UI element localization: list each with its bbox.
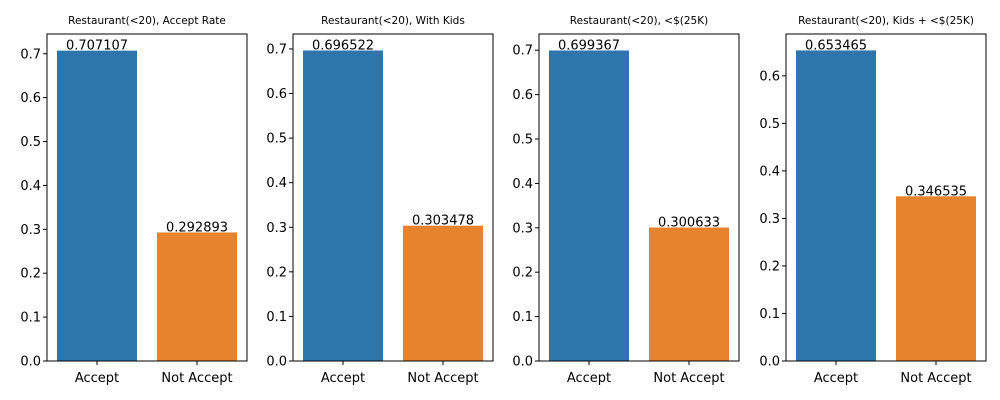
chart-title: Restaurant(<20), Kids + <$(25K)	[798, 15, 974, 27]
x-tick-label: Not Accept	[653, 371, 724, 386]
bar-accept	[303, 50, 383, 362]
bar-accept	[796, 50, 876, 362]
y-tick-label: 0.1	[759, 307, 780, 322]
data-label: 0.707107	[66, 39, 128, 54]
y-tick-label: 0.1	[512, 310, 533, 325]
bar-accept	[549, 50, 629, 361]
x-tick-label: Accept	[321, 371, 365, 386]
y-tick-label: 0.0	[266, 355, 287, 370]
y-tick-label: 0.3	[20, 223, 41, 238]
axes-frame	[538, 33, 740, 362]
chart-panel-2: Restaurant(<20), With Kids 0.696522 0.3034…	[266, 15, 494, 386]
bar-not-accept	[157, 232, 237, 361]
data-label: 0.653465	[805, 38, 867, 53]
y-tick-label: 0.2	[20, 267, 41, 282]
y-tick-label: 0.2	[512, 266, 533, 281]
y-tick-label: 0.3	[512, 221, 533, 236]
y-tick-label: 0.5	[759, 117, 780, 132]
y-tick-label: 0.5	[20, 135, 41, 150]
y-tick-label: 0.6	[266, 87, 287, 102]
y-tick-label: 0.6	[759, 69, 780, 84]
y-tick-label: 0.3	[266, 221, 287, 236]
y-tick-label: 0.0	[512, 355, 533, 370]
bar-accept	[57, 50, 137, 361]
data-label: 0.699367	[558, 38, 620, 53]
y-tick-label: 0.0	[759, 355, 780, 370]
axes-frame	[292, 33, 494, 362]
x-tick-label: Not Accept	[407, 371, 478, 386]
y-tick-label: 0.7	[512, 44, 533, 59]
x-tick-label: Accept	[814, 371, 858, 386]
data-label: 0.346535	[905, 184, 967, 199]
y-tick-label: 0.7	[266, 42, 287, 57]
axes-frame	[46, 33, 248, 362]
y-tick-label: 0.4	[20, 179, 41, 194]
bar-not-accept	[896, 196, 976, 361]
chart-panel-4: Restaurant(<20), Kids + <$(25K) 0.653465 0…	[759, 15, 987, 386]
axes-frame	[785, 33, 987, 362]
data-label: 0.303478	[412, 214, 474, 229]
data-label: 0.696522	[312, 38, 374, 53]
x-tick-label: Not Accept	[900, 371, 971, 386]
chart-title: Restaurant(<20), <$(25K)	[570, 15, 708, 27]
y-tick-label: 0.6	[20, 91, 41, 106]
x-tick-label: Accept	[567, 371, 611, 386]
data-label: 0.300633	[658, 216, 720, 231]
y-tick-label: 0.4	[266, 176, 287, 191]
bar-not-accept	[649, 227, 729, 361]
x-tick-label: Accept	[75, 371, 119, 386]
y-tick-label: 0.5	[512, 133, 533, 148]
y-tick-label: 0.7	[20, 47, 41, 62]
y-tick-label: 0.2	[759, 259, 780, 274]
y-tick-label: 0.0	[20, 355, 41, 370]
y-tick-label: 0.4	[759, 164, 780, 179]
chart-title: Restaurant(<20), Accept Rate	[68, 15, 226, 27]
y-tick-label: 0.3	[759, 212, 780, 227]
data-label: 0.292893	[166, 220, 228, 235]
y-tick-label: 0.2	[266, 265, 287, 280]
chart-title: Restaurant(<20), With Kids	[321, 15, 465, 27]
chart-panel-1: Restaurant(<20), Accept Rate 0.707107 0.29…	[20, 15, 248, 386]
y-tick-label: 0.5	[266, 132, 287, 147]
y-tick-label: 0.4	[512, 177, 533, 192]
bar-not-accept	[403, 225, 483, 361]
x-tick-label: Not Accept	[161, 371, 232, 386]
y-tick-label: 0.1	[266, 310, 287, 325]
chart-panel-3: Restaurant(<20), <$(25K) 0.699367 0.300633…	[512, 15, 740, 386]
y-tick-label: 0.1	[20, 311, 41, 326]
y-tick-label: 0.6	[512, 88, 533, 103]
